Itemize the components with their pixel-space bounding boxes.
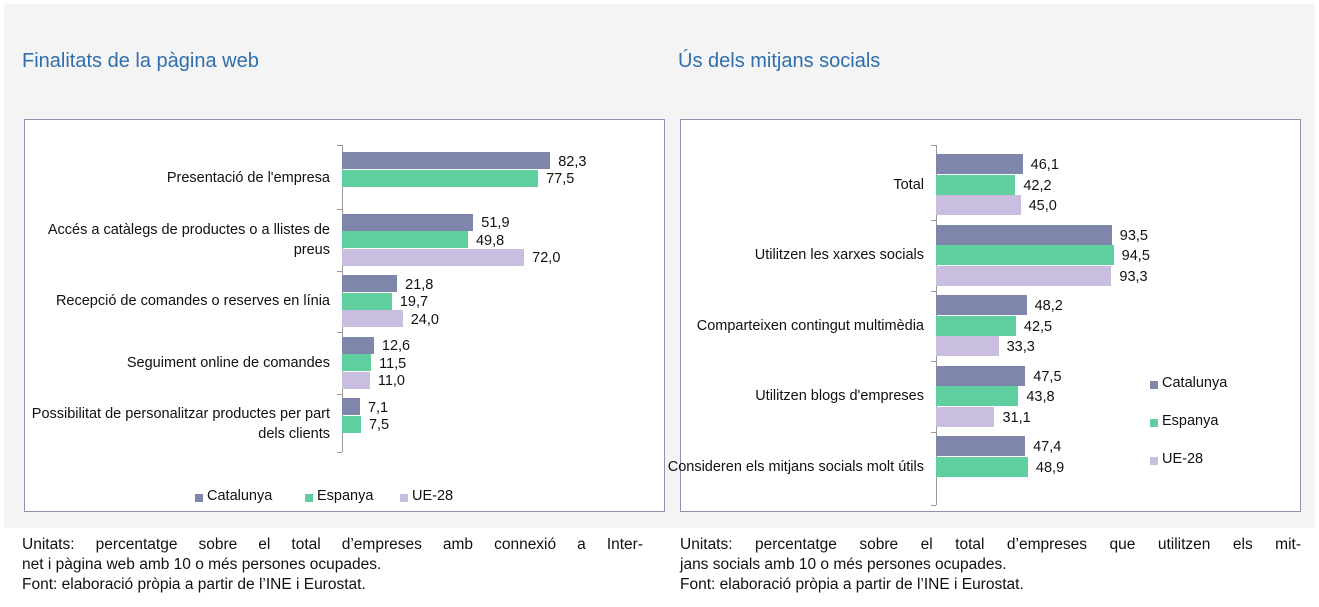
category-label: Presentació de l'empresa [166, 170, 330, 187]
value-label: 77,5 [546, 171, 575, 187]
value-label: 45,0 [1028, 198, 1057, 214]
bar [936, 154, 1023, 174]
value-label: 42,2 [1023, 177, 1052, 194]
note: jans socials amb 10 o més persones ocupa… [680, 556, 1007, 573]
category-label: Recepció de comandes o reserves en línia [55, 293, 330, 310]
legend-label: Espanya [1162, 413, 1219, 429]
bar [936, 174, 1016, 195]
value-label: 51,9 [481, 215, 510, 231]
bar [936, 315, 1016, 336]
note: Unitats: percentatge sobre el total d’em… [680, 536, 1301, 553]
bar [342, 275, 398, 292]
value-label: 43,8 [1026, 389, 1055, 405]
bar [342, 152, 551, 169]
bar [342, 354, 372, 371]
bar [936, 195, 1021, 215]
bar [342, 248, 525, 266]
legend-label: Catalunya [207, 488, 273, 504]
value-label: 93,5 [1119, 227, 1148, 244]
category-label: Possibilitat de personalitzar productes … [31, 406, 330, 443]
bar [342, 398, 360, 415]
axis-tick [337, 452, 342, 453]
note: Unitats: percentatge sobre el total d’em… [22, 536, 643, 553]
axis-tick [931, 361, 936, 362]
value-label: 47,5 [1033, 368, 1062, 385]
legend-swatch [400, 494, 408, 502]
value-label: 48,2 [1034, 298, 1063, 314]
axis-tick [337, 332, 342, 333]
note: Font: elaboració pròpia a partir de l’IN… [680, 576, 1024, 593]
axis-tick [337, 270, 342, 272]
value-label: 11,5 [379, 355, 407, 372]
legend-swatch [1150, 381, 1158, 389]
value-label: 82,3 [558, 153, 587, 170]
note: Font: elaboració pròpia a partir de l’IN… [22, 576, 366, 593]
legend-swatch [1150, 419, 1158, 427]
value-label: 12,6 [381, 338, 411, 354]
value-label: 21,8 [405, 276, 434, 293]
value-label: 31,1 [1002, 409, 1031, 426]
value-label: 19,7 [399, 294, 429, 310]
axis-tick [931, 220, 936, 221]
axis-tick [337, 393, 342, 395]
legend-label: UE-28 [412, 488, 454, 504]
bar [342, 213, 474, 231]
legend-label: Catalunya [1162, 375, 1228, 391]
axis-tick [337, 209, 342, 210]
bar [342, 231, 468, 248]
bar [936, 365, 1026, 386]
bar [936, 336, 999, 356]
legend-label: UE-28 [1162, 451, 1204, 467]
bar [342, 336, 374, 354]
chart-title: Ús dels mitjans socials [678, 50, 881, 72]
bar [342, 371, 370, 389]
bar [936, 406, 995, 427]
bar [342, 169, 539, 187]
value-label: 93,3 [1119, 268, 1148, 285]
bar [342, 310, 403, 327]
axis-tick [931, 290, 936, 292]
bar [342, 415, 361, 433]
value-label: 24,0 [410, 311, 439, 328]
value-label: 42,5 [1023, 318, 1053, 335]
bar [936, 245, 1114, 265]
axis-tick [337, 145, 342, 146]
legend-swatch [305, 494, 313, 502]
bar [936, 265, 1112, 286]
legend-label: Espanya [317, 488, 374, 504]
bar [342, 292, 392, 310]
category-label: Utilitzen les xarxes socials [754, 247, 924, 264]
value-label: 7,5 [368, 417, 390, 433]
value-label: 47,4 [1033, 439, 1062, 455]
category-label: Utilitzen blogs d'empreses [755, 388, 924, 405]
value-label: 49,8 [475, 232, 505, 249]
axis-tick [931, 145, 936, 146]
bar [936, 436, 1026, 456]
value-label: 94,5 [1121, 248, 1150, 264]
value-label: 46,1 [1030, 157, 1059, 173]
bar [936, 295, 1027, 315]
category-label: Comparteixen contingut multimèdia [696, 317, 924, 334]
category-label: Seguiment online de comandes [126, 354, 330, 371]
value-label: 48,9 [1035, 459, 1065, 476]
chart-title: Finalitats de la pàgina web [22, 50, 259, 72]
note: net i pàgina web amb 10 o més persones o… [22, 556, 382, 573]
bar [936, 386, 1019, 406]
bar [936, 456, 1028, 477]
category-label: Total [893, 176, 924, 193]
legend-swatch [195, 494, 203, 502]
value-label: 11,0 [377, 373, 405, 389]
axis-tick [931, 505, 936, 506]
value-label: 7,1 [367, 399, 389, 416]
bar [936, 224, 1112, 245]
category-label: Accés a catàlegs de productes o a lliste… [47, 221, 330, 258]
value-label: 33,3 [1006, 339, 1035, 355]
axis-tick [931, 431, 936, 433]
value-label: 72,0 [532, 250, 561, 266]
category-label: Consideren els mitjans socials molt útil… [667, 458, 924, 475]
legend-swatch [1150, 457, 1158, 465]
